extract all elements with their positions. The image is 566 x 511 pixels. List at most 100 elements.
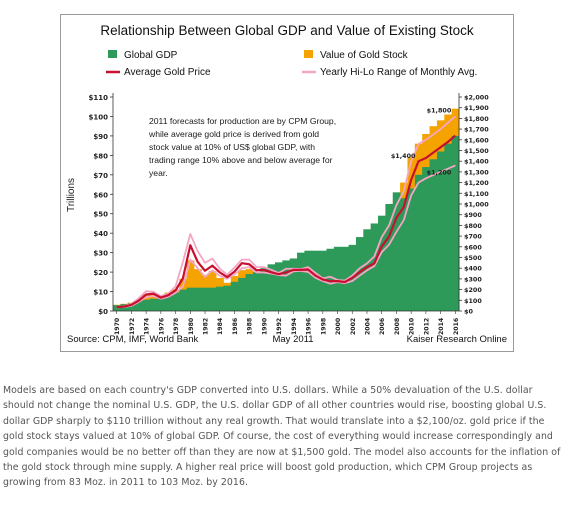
source-note: Source: CPM, IMF, World Bank — [67, 334, 199, 345]
y2-tick-label: $2,000 — [464, 94, 489, 102]
forecast-note: 2011 forecasts for production are by CPM… — [148, 116, 338, 178]
y2-tick-label: $600 — [464, 243, 482, 251]
global-gdp-bar — [392, 192, 401, 311]
x-tick-label: 1986 — [232, 318, 239, 335]
y2-tick-label: $1,700 — [464, 126, 489, 134]
global-gdp-bar — [193, 287, 202, 311]
x-tick-label: 1972 — [129, 318, 136, 335]
x-tick-label: 2014 — [438, 317, 445, 335]
global-gdp-bar — [422, 167, 430, 311]
global-gdp-bar — [282, 260, 291, 311]
y2-tick-label: $800 — [464, 222, 482, 230]
y2-tick-label: $1,900 — [464, 104, 489, 112]
date-note: May 2011 — [272, 334, 313, 345]
global-gdp-bar — [407, 188, 416, 311]
y-tick-label: $70 — [93, 172, 108, 180]
hilo-low-line — [116, 164, 456, 309]
x-tick-label: 2016 — [453, 318, 460, 335]
global-gdp-bar — [135, 301, 143, 311]
global-gdp-bar — [179, 289, 188, 311]
global-gdp-bar — [208, 287, 217, 311]
x-tick-label: 2006 — [379, 318, 386, 335]
x-tick-label: 1980 — [188, 317, 195, 335]
global-gdp-bar — [142, 299, 151, 311]
global-gdp-bar — [400, 198, 408, 311]
global-gdp-bar — [378, 215, 386, 311]
y-tick-label: $0 — [98, 308, 108, 316]
global-gdp-bar — [201, 287, 210, 311]
y2-tick-label: $1,600 — [464, 136, 489, 144]
y2-tick-label: $0 — [464, 308, 473, 316]
x-tick-label: 2000 — [335, 317, 342, 335]
y-tick-label: $110 — [89, 94, 109, 102]
global-gdp-bar — [429, 159, 438, 311]
x-tick-label: 1974 — [144, 317, 151, 335]
global-gdp-bar — [230, 281, 239, 311]
global-gdp-bar — [274, 262, 283, 311]
x-tick-label: 2002 — [350, 318, 357, 335]
global-gdp-bar — [223, 285, 232, 311]
y2-tick-label: $1,800 — [464, 115, 489, 123]
global-gdp-bar — [370, 223, 379, 311]
x-tick-label: 2008 — [394, 318, 401, 335]
y-tick-label: $40 — [93, 230, 108, 238]
x-tick-label: 1992 — [276, 318, 283, 335]
global-gdp-bar — [260, 268, 268, 311]
legend-label-avg-gold-price: Average Gold Price — [124, 67, 211, 78]
global-gdp-bar — [127, 303, 136, 311]
x-tick-label: 1976 — [158, 318, 165, 335]
y2-tick-label: $700 — [464, 233, 482, 241]
global-gdp-bar — [326, 248, 335, 311]
global-gdp-bar — [341, 246, 349, 311]
x-tick-label: 1978 — [173, 318, 180, 335]
global-gdp-bar — [157, 297, 165, 311]
legend-swatch-global-gdp — [108, 50, 117, 58]
y2-tick-label: $900 — [464, 211, 482, 219]
legend: Global GDP Value of Gold Stock Average G… — [106, 50, 477, 78]
chart-caption: Models are based on each country's GDP c… — [3, 385, 561, 489]
y2-tick-label: $200 — [464, 286, 482, 294]
forecast-note-line: 2011 forecasts for production are by CPM… — [149, 116, 336, 126]
x-tick-label: 2004 — [364, 317, 371, 335]
x-tick-label: 1982 — [203, 318, 210, 335]
global-gdp-bar — [252, 272, 261, 311]
y-tick-label: $10 — [93, 289, 108, 297]
global-gdp-bar — [267, 264, 276, 311]
chart-title: Relationship Between Global GDP and Valu… — [100, 23, 473, 38]
legend-swatch-gold-stock — [304, 50, 313, 58]
y2-tick-label: $1,400 — [464, 158, 489, 166]
global-gdp-bar — [385, 204, 394, 311]
y-tick-label: $80 — [93, 152, 108, 160]
global-gdp-bar — [186, 287, 195, 311]
global-gdp-bar — [414, 174, 423, 311]
forecast-note-line: year. — [149, 168, 168, 178]
global-gdp-bar — [311, 250, 320, 311]
y-axis-title: Trillions — [66, 178, 77, 212]
global-gdp-bar — [289, 258, 298, 311]
x-tick-label: 1990 — [261, 317, 268, 335]
y2-tick-label: $1,000 — [464, 201, 489, 209]
global-gdp-bar — [238, 277, 246, 311]
x-tick-label: 2012 — [423, 318, 430, 335]
legend-label-gold-stock: Value of Gold Stock — [320, 50, 409, 61]
y2-tick-label: $1,200 — [464, 179, 489, 187]
price-label-2016-low: $1,200 — [427, 168, 452, 176]
global-gdp-bar — [297, 252, 305, 311]
plot-area: $0 $10 $20 $30 $40 $50 $60 $70 $80 $90 $100 $110 $0 $… — [89, 93, 489, 335]
y-tick-label: $20 — [93, 269, 108, 277]
legend-label-global-gdp: Global GDP — [124, 50, 178, 61]
forecast-note-line: stock value at 10% of US$ global GDP, wi… — [149, 142, 315, 152]
forecast-note-line: trading range 10% above and below averag… — [149, 155, 333, 165]
y2-tick-label: $1,300 — [464, 168, 489, 176]
y-tick-label: $30 — [93, 250, 108, 258]
y2-tick-label: $500 — [464, 254, 482, 262]
y2-tick-label: $400 — [464, 265, 482, 273]
gdp-gold-chart: Relationship Between Global GDP and Valu… — [66, 23, 507, 345]
x-tick-label: 1994 — [291, 317, 298, 335]
global-gdp-bar — [333, 246, 342, 311]
x-tick-label: 1988 — [247, 318, 254, 335]
global-gdp-bar — [171, 292, 180, 311]
y-tick-label: $100 — [89, 113, 109, 121]
avg-gold-price-line — [116, 134, 457, 309]
forecast-note-line: while average gold price is derived from… — [148, 129, 319, 139]
